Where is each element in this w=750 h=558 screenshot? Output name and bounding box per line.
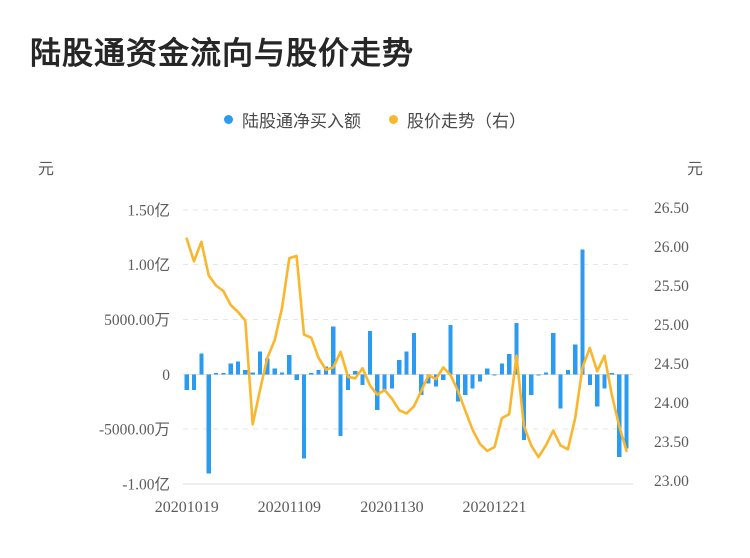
left-axis: 1.50亿 1.00亿 5000.00万 0 -5000.00万 -1.00亿 元 <box>38 161 170 493</box>
net-buy-bar <box>382 374 387 390</box>
left-axis-unit: 元 <box>38 161 54 178</box>
right-axis: 26.50 26.00 25.50 25.00 24.50 24.00 23.50 23.00… <box>654 161 703 490</box>
net-buy-bar <box>279 372 285 375</box>
left-axis-tick-label: -5000.00万 <box>99 422 170 439</box>
x-axis-tick-label: 20201019 <box>155 499 219 516</box>
net-buy-bar <box>353 371 358 375</box>
legend-label-price-trend: 股价走势（右） <box>407 112 526 131</box>
net-buy-bar <box>470 374 475 389</box>
right-axis-tick-label: 24.50 <box>654 356 689 373</box>
net-buy-bar <box>235 361 241 375</box>
legend-dot-net-buy-icon <box>224 115 233 124</box>
net-buy-bar <box>287 354 292 375</box>
net-buy-bar <box>463 374 468 396</box>
net-buy-bar <box>514 323 519 375</box>
legend: 陆股通净买入额 股价走势（右） <box>0 107 750 132</box>
legend-item-net-buy[interactable]: 陆股通净买入额 <box>224 107 361 132</box>
net-buy-bar <box>595 374 600 407</box>
left-axis-tick-label: 1.50亿 <box>127 201 170 219</box>
net-buy-bar <box>507 354 512 375</box>
net-buy-bar <box>441 374 446 380</box>
net-buy-bar <box>360 374 365 386</box>
net-buy-bar <box>477 374 482 382</box>
net-buy-bar <box>221 373 226 375</box>
net-buy-bar <box>397 359 402 375</box>
net-buy-bar <box>624 374 629 449</box>
left-axis-tick-label: -1.00亿 <box>122 475 170 493</box>
net-buy-bar <box>580 249 585 375</box>
net-buy-bar <box>301 374 307 459</box>
net-buy-bar <box>228 363 233 375</box>
right-axis-tick-label: 26.50 <box>654 200 689 217</box>
capital-flow-bar-series <box>184 249 629 474</box>
net-buy-bar <box>199 353 204 375</box>
net-buy-bar <box>206 374 211 474</box>
right-axis-tick-label: 23.50 <box>654 434 689 451</box>
net-buy-bar <box>617 374 622 457</box>
net-buy-bar <box>404 351 409 375</box>
net-buy-bar <box>191 374 197 390</box>
net-buy-bar <box>558 374 563 409</box>
net-buy-bar <box>536 374 541 376</box>
net-buy-bar <box>448 324 453 375</box>
net-buy-bar <box>184 374 189 390</box>
chart-title: 陆股通资金流向与股价走势 <box>30 36 414 71</box>
net-buy-bar <box>316 369 321 375</box>
left-axis-tick-label: 1.00亿 <box>127 256 170 274</box>
net-buy-bar <box>265 358 270 375</box>
net-buy-bar <box>543 372 548 375</box>
net-buy-bar <box>309 373 314 375</box>
net-buy-bar <box>587 374 592 386</box>
right-axis-tick-label: 23.00 <box>654 473 689 490</box>
net-buy-bar <box>565 369 570 375</box>
net-buy-bar <box>485 368 490 375</box>
net-buy-bar <box>411 333 417 375</box>
x-axis-tick-label: 20201109 <box>258 499 321 516</box>
net-buy-bar <box>573 344 578 375</box>
net-buy-bar <box>250 372 255 375</box>
net-buy-bar <box>419 374 424 396</box>
right-axis-unit: 元 <box>687 161 703 178</box>
net-buy-bar <box>492 374 497 376</box>
right-axis-tick-label: 25.50 <box>654 278 689 295</box>
gridlines <box>183 209 633 485</box>
net-buy-bar <box>375 374 380 411</box>
legend-dot-price-trend-icon <box>389 115 398 124</box>
x-axis-tick-label: 20201130 <box>360 499 423 516</box>
net-buy-bar <box>257 351 263 375</box>
legend-item-price-trend[interactable]: 股价走势（右） <box>389 107 526 132</box>
net-buy-bar <box>272 368 277 375</box>
net-buy-bar <box>529 374 534 396</box>
net-buy-bar <box>602 374 607 389</box>
left-axis-tick-label: 5000.00万 <box>104 312 170 329</box>
legend-label-net-buy: 陆股通净买入额 <box>242 112 361 131</box>
net-buy-bar <box>389 374 395 389</box>
net-buy-bar <box>521 374 526 441</box>
net-buy-bar <box>294 374 299 380</box>
net-buy-bar <box>345 374 351 390</box>
net-buy-bar <box>433 374 439 387</box>
net-buy-bar <box>609 373 614 375</box>
x-axis: 20201019 20201109 20201130 20201221 <box>155 499 527 516</box>
price-trend-line <box>185 237 628 459</box>
right-axis-tick-label: 26.00 <box>654 239 689 256</box>
net-buy-bar <box>499 363 504 375</box>
net-buy-bar <box>338 374 343 436</box>
net-buy-bar <box>367 330 373 375</box>
net-buy-bar <box>213 373 219 375</box>
net-buy-bar <box>243 369 248 375</box>
left-axis-tick-label: 0 <box>162 367 170 384</box>
net-buy-bar <box>331 326 336 375</box>
right-axis-tick-label: 24.00 <box>654 395 689 412</box>
x-axis-tick-label: 20201221 <box>463 499 527 516</box>
net-buy-bar <box>426 374 431 384</box>
right-axis-tick-label: 25.00 <box>654 317 689 334</box>
net-buy-bar <box>551 333 556 375</box>
